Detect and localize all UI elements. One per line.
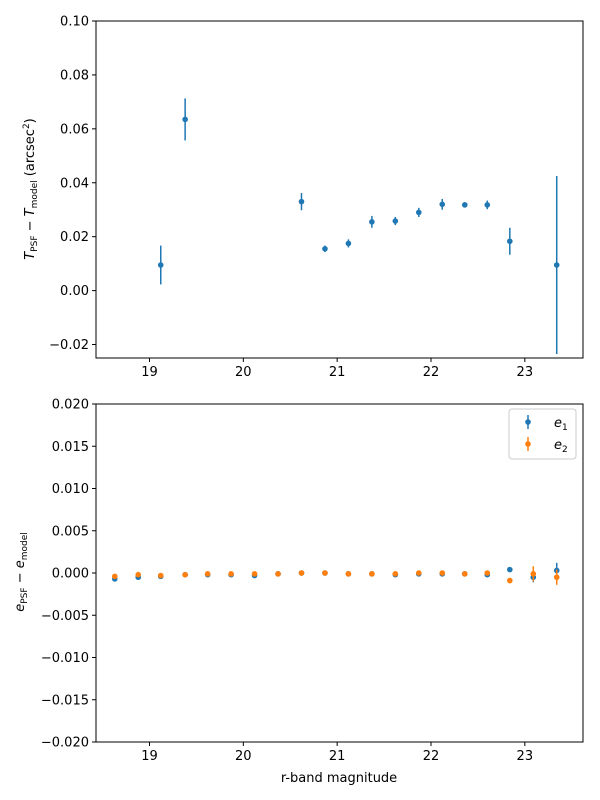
top-panel-ticks: 19 20 21 22 23 −0.02 0.00 0.02 0.04 0.06 0.08 0.10 bbox=[49, 15, 533, 381]
legend-marker-e2 bbox=[525, 441, 531, 447]
x-tick-label: 22 bbox=[423, 749, 440, 764]
data-point-e2 bbox=[322, 570, 328, 576]
legend-marker-e1 bbox=[525, 419, 531, 425]
data-point-e2 bbox=[392, 571, 399, 577]
y-tick-label: 0.08 bbox=[60, 68, 89, 83]
series-T bbox=[157, 98, 560, 354]
bottom-panel-x-axis-label: r-band magnitude bbox=[281, 771, 397, 786]
data-point-e2 bbox=[484, 570, 491, 576]
y-tick-label: 0.10 bbox=[60, 15, 89, 30]
x-tick-label: 21 bbox=[329, 365, 346, 380]
data-point-e2 bbox=[461, 571, 468, 577]
legend-label-e2: e2 bbox=[554, 438, 568, 455]
data-point-T bbox=[415, 209, 422, 216]
x-tick-label: 20 bbox=[235, 365, 252, 380]
data-point-T bbox=[322, 246, 328, 252]
top-panel-marks bbox=[157, 98, 560, 354]
data-point-e2 bbox=[415, 570, 422, 576]
y-tick-label: 0.015 bbox=[52, 440, 89, 455]
data-point-e1 bbox=[507, 566, 513, 573]
x-tick-label: 19 bbox=[141, 365, 158, 380]
data-point-T bbox=[182, 116, 188, 123]
legend: e1 e2 bbox=[508, 408, 577, 460]
y-tick-label: 0.06 bbox=[60, 122, 89, 137]
data-point-e2 bbox=[182, 571, 188, 578]
data-point-e2 bbox=[507, 577, 513, 584]
bottom-panel-e-residual: 19 20 21 22 23 −0.020 −0.015 −0.010 −0.005 0.000 0… bbox=[13, 398, 584, 786]
x-tick-label: 21 bbox=[329, 749, 346, 764]
data-point-e2 bbox=[369, 571, 375, 577]
y-tick-label: 0.00 bbox=[60, 284, 89, 299]
bottom-panel-ticks: 19 20 21 22 23 −0.020 −0.015 −0.010 −0.005 0.000 0… bbox=[41, 398, 533, 765]
data-point-e2 bbox=[157, 572, 164, 579]
top-panel-y-axis-label: TPSF − Tmodel (arcsec2) bbox=[22, 118, 40, 260]
data-point-T bbox=[461, 202, 468, 208]
top-panel-t-residual: 19 20 21 22 23−0.020.000.020.040.060.080.10 … bbox=[22, 15, 584, 381]
y-tick-label: −0.02 bbox=[49, 338, 89, 353]
y-tick-label: 0.010 bbox=[52, 482, 89, 497]
data-point-T bbox=[507, 238, 513, 245]
y-tick-label: 0.02 bbox=[60, 230, 89, 245]
data-point-T bbox=[553, 262, 560, 268]
x-tick-label: 19 bbox=[141, 749, 158, 764]
x-tick-label: 22 bbox=[423, 365, 440, 380]
y-tick-label: −0.010 bbox=[41, 651, 89, 666]
x-tick-label: 23 bbox=[517, 365, 534, 380]
y-tick-label: 0.04 bbox=[60, 176, 89, 191]
legend-entry-e1: e1 bbox=[525, 415, 568, 433]
data-point-T bbox=[345, 240, 352, 247]
legend-label-e1: e1 bbox=[554, 416, 568, 433]
y-tick-label: −0.015 bbox=[41, 693, 89, 708]
data-point-e2 bbox=[204, 571, 211, 577]
data-point-e2 bbox=[251, 571, 258, 577]
bottom-panel-marks bbox=[111, 562, 560, 585]
data-point-e2 bbox=[298, 570, 305, 576]
data-point-T bbox=[298, 198, 305, 205]
y-tick-label: 0.005 bbox=[52, 524, 89, 539]
data-point-T bbox=[484, 202, 491, 208]
y-tick-label: −0.020 bbox=[41, 736, 89, 751]
y-tick-label: 0.000 bbox=[52, 567, 89, 582]
data-point-e2 bbox=[345, 571, 352, 577]
data-point-e2 bbox=[228, 571, 234, 577]
data-point-e2 bbox=[439, 570, 446, 576]
data-point-T bbox=[439, 201, 446, 208]
bottom-panel-y-axis-label: ePSF − emodel bbox=[13, 532, 30, 612]
legend-entry-e2: e2 bbox=[525, 437, 568, 455]
data-point-e2 bbox=[530, 571, 537, 577]
data-point-T bbox=[369, 219, 375, 225]
series-e2 bbox=[111, 566, 560, 585]
x-tick-label: 20 bbox=[235, 749, 252, 764]
data-point-e2 bbox=[275, 571, 281, 577]
y-tick-label: 0.020 bbox=[52, 398, 89, 413]
y-tick-label: −0.005 bbox=[41, 609, 89, 624]
x-tick-label: 23 bbox=[517, 749, 534, 764]
data-point-T bbox=[157, 262, 164, 268]
data-point-e2 bbox=[553, 574, 560, 581]
data-point-e2 bbox=[135, 571, 142, 578]
top-panel-frame bbox=[95, 20, 584, 359]
data-point-e2 bbox=[111, 573, 118, 580]
data-point-T bbox=[392, 218, 399, 224]
